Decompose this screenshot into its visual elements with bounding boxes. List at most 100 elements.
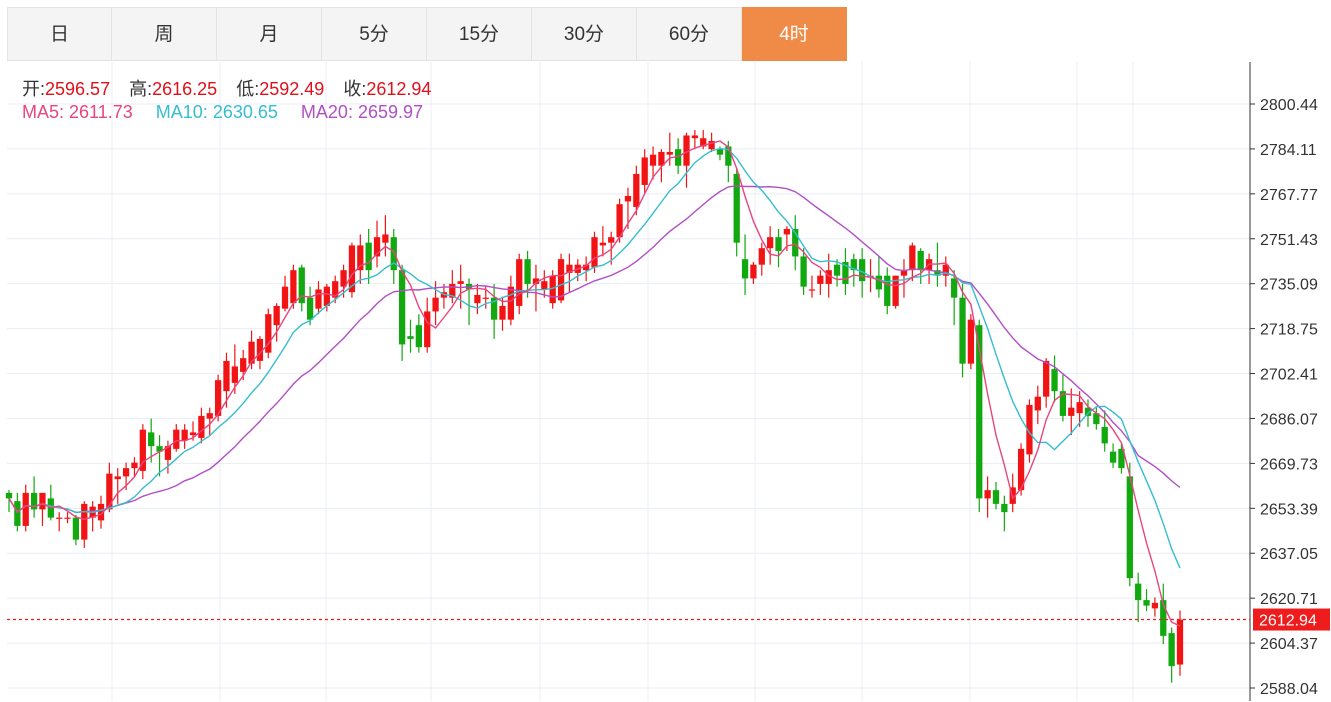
candle-body: [817, 275, 824, 284]
candle-body: [608, 237, 615, 243]
last-price-label: 2612.94: [1259, 613, 1317, 630]
tab-week[interactable]: 周: [112, 7, 217, 61]
candle-body: [1176, 619, 1184, 665]
tab-month[interactable]: 月: [217, 7, 322, 61]
candle-body: [1126, 476, 1133, 579]
candle-body: [173, 429, 180, 449]
candle-body: [808, 289, 816, 291]
tab-60min[interactable]: 60分: [637, 7, 742, 61]
candle-body: [1026, 404, 1033, 455]
candle-body: [30, 492, 38, 510]
candle-body: [1109, 451, 1117, 463]
candle-body: [532, 278, 540, 284]
candle-body: [658, 151, 665, 166]
y-tick-label: 2800.44: [1260, 97, 1318, 114]
candle-body: [959, 297, 966, 364]
candle-body: [934, 270, 941, 276]
candle-body: [624, 195, 632, 202]
candle-body: [81, 503, 88, 540]
last-price-tag: [1253, 608, 1330, 631]
candle-body: [122, 468, 130, 477]
close-value: 2612.94: [366, 79, 432, 99]
candle-body: [649, 154, 657, 166]
y-tick-label: 2751.43: [1260, 232, 1318, 249]
candle-body: [340, 270, 347, 287]
candle-body: [591, 237, 598, 268]
candle-body: [741, 259, 749, 279]
candle-body: [1160, 600, 1167, 636]
candle-body: [800, 256, 807, 287]
candle-body: [114, 476, 121, 480]
candle-body: [541, 281, 548, 290]
candle-body: [1001, 503, 1008, 513]
candle-body: [214, 380, 222, 416]
candle-body: [557, 259, 565, 301]
y-tick-label: 2702.41: [1260, 367, 1318, 384]
candle-body: [641, 157, 648, 185]
candle-body: [859, 259, 866, 282]
candle-body: [181, 429, 188, 441]
candle-body: [1034, 396, 1041, 411]
candle-body: [833, 264, 841, 276]
tab-15min[interactable]: 15分: [427, 7, 532, 61]
candle-body: [842, 261, 849, 284]
tab-4hour[interactable]: 4时: [742, 7, 847, 61]
y-tick-label: 2637.05: [1260, 546, 1318, 563]
candle-body: [490, 297, 498, 320]
candle-body: [549, 275, 556, 304]
candle-body: [884, 275, 891, 306]
ohlc-info: 开:2596.57 高:2616.25 低:2592.49 收:2612.94: [22, 75, 445, 101]
candle-body: [516, 259, 523, 306]
candle-body: [206, 413, 213, 419]
high-value: 2616.25: [152, 79, 218, 99]
candle-body: [198, 415, 205, 438]
candle-body: [1051, 369, 1058, 392]
candle-body: [131, 462, 138, 469]
candle-body: [415, 325, 422, 348]
candle-body: [290, 270, 297, 304]
candle-body: [39, 492, 46, 510]
candle-body: [1093, 413, 1100, 425]
candle-body: [457, 281, 464, 284]
candle-body: [909, 245, 916, 271]
candle-body: [332, 281, 339, 298]
candle-body: [1135, 583, 1142, 601]
candle-body: [524, 259, 531, 284]
candle-body: [248, 341, 255, 364]
candle-body: [708, 140, 715, 150]
tab-day[interactable]: 日: [7, 7, 112, 61]
candle-body: [750, 264, 757, 279]
high-label: 高:: [129, 79, 153, 99]
candle-body: [582, 264, 590, 271]
candle-body: [265, 314, 272, 353]
open-label: 开:: [22, 79, 46, 99]
y-tick-label: 2653.39: [1260, 501, 1318, 518]
candle-body: [942, 264, 949, 276]
ma10-label: MA10:: [155, 102, 208, 122]
candle-body: [900, 270, 908, 276]
candle-body: [240, 358, 247, 372]
candle-body: [850, 259, 857, 271]
candle-body: [424, 311, 431, 348]
tab-30min[interactable]: 30分: [532, 7, 637, 61]
candle-body: [139, 429, 146, 471]
candle-body: [189, 432, 197, 436]
tab-5min[interactable]: 5分: [322, 7, 427, 61]
y-tick-label: 2669.73: [1260, 456, 1318, 473]
candle-body: [1043, 360, 1050, 397]
candle-body: [1118, 448, 1125, 469]
candle-body: [298, 267, 305, 304]
candle-body: [482, 297, 489, 299]
candle-body: [967, 319, 975, 364]
candle-body: [474, 294, 481, 304]
candle-body: [1084, 407, 1092, 416]
y-tick-label: 2620.71: [1260, 591, 1318, 608]
candle-body: [315, 289, 322, 309]
candle-body: [223, 360, 230, 392]
candle-body: [633, 173, 640, 207]
candle-body: [323, 286, 330, 306]
candle-body: [357, 245, 364, 271]
low-value: 2592.49: [259, 79, 325, 99]
candle-body: [1168, 633, 1175, 667]
candle-body: [390, 237, 397, 271]
